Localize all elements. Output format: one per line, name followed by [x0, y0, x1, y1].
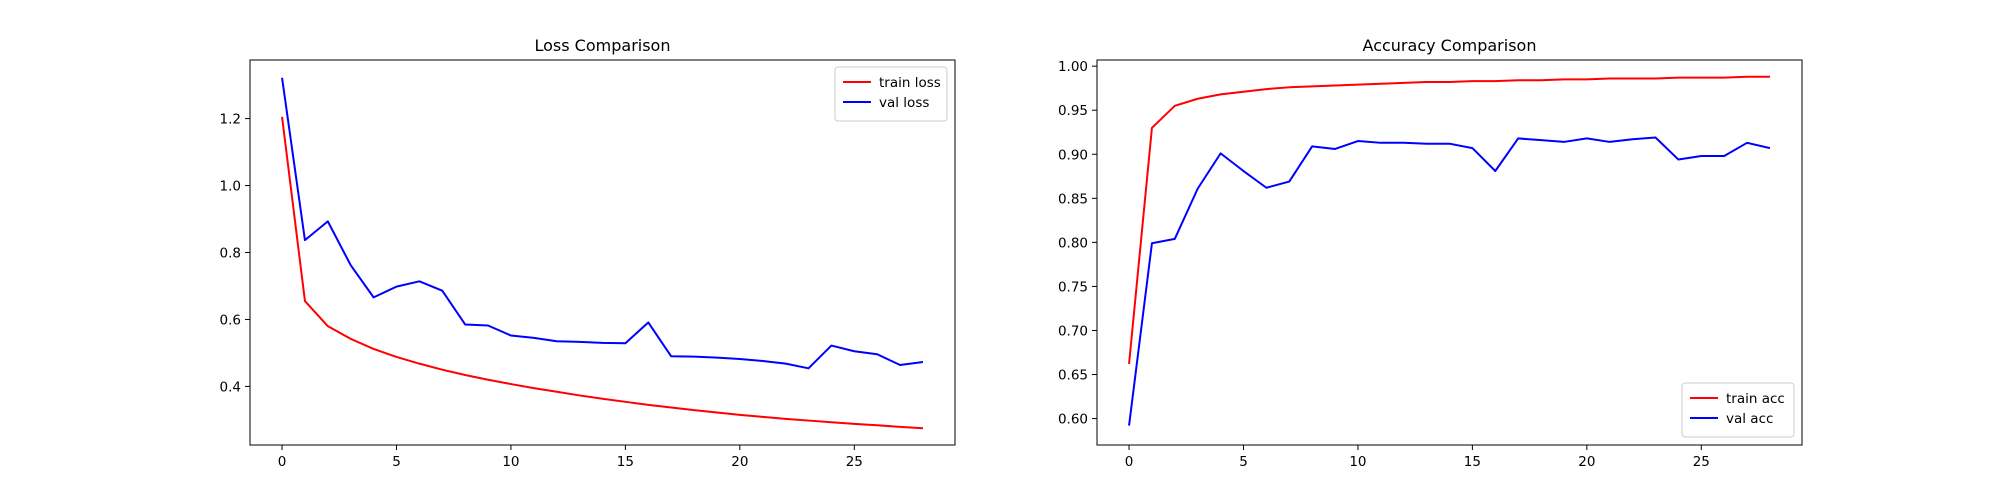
y-tick-label: 1.00: [1058, 59, 1088, 75]
y-tick-label: 0.75: [1058, 279, 1088, 295]
x-tick-label: 15: [617, 454, 634, 470]
y-tick-label: 0.85: [1058, 191, 1088, 207]
loss-comparison-chart: Loss Comparison 0 5 10 15 20 25 0.4 0.6 0.8 1.0 1.2…: [220, 36, 956, 470]
x-tick-label: 25: [1693, 454, 1710, 470]
x-tick-label: 25: [846, 454, 863, 470]
plot-frame: [1096, 59, 1803, 446]
x-tick-label: 5: [1239, 454, 1248, 470]
series-line-val-acc: [1128, 136, 1771, 426]
legend: train loss val loss: [834, 66, 948, 122]
legend-label: train acc: [1726, 391, 1785, 407]
y-tick-label: 0.6: [220, 312, 241, 328]
y-tick-label: 0.70: [1058, 323, 1088, 339]
y-tick-label: 0.65: [1058, 368, 1088, 384]
y-tick-label: 0.80: [1058, 235, 1088, 251]
series-line-train-loss: [281, 116, 924, 430]
y-tick-label: 1.0: [220, 179, 241, 195]
y-tick-label: 1.2: [220, 112, 241, 128]
x-tick-label: 0: [1125, 454, 1134, 470]
plot-frame: [249, 59, 956, 446]
x-tick-label: 0: [278, 454, 287, 470]
x-tick-label: 5: [392, 454, 401, 470]
x-tick-label: 10: [1349, 454, 1366, 470]
x-tick-label: 20: [731, 454, 748, 470]
legend-label: val loss: [879, 95, 929, 111]
y-tick-label: 0.4: [220, 379, 241, 395]
series-line-val-loss: [281, 77, 924, 370]
chart-title: Loss Comparison: [535, 36, 671, 55]
y-tick-label: 0.90: [1058, 147, 1088, 163]
x-tick-label: 10: [502, 454, 519, 470]
legend-label: val acc: [1726, 411, 1773, 427]
legend-label: train loss: [879, 75, 941, 91]
legend-box: [1681, 382, 1795, 438]
x-tick-label: 15: [1464, 454, 1481, 470]
accuracy-comparison-chart: Accuracy Comparison 0 5 10 15 20 25 0.60 0.65 0.7…: [1058, 36, 1803, 470]
series-line-train-acc: [1128, 75, 1770, 365]
x-tick-label: 20: [1578, 454, 1595, 470]
chart-title: Accuracy Comparison: [1363, 36, 1537, 55]
y-tick-label: 0.8: [220, 246, 241, 262]
legend: train acc val acc: [1681, 382, 1795, 438]
y-tick-label: 0.95: [1058, 103, 1088, 119]
legend-box: [834, 66, 948, 122]
y-tick-label: 0.60: [1058, 412, 1088, 428]
